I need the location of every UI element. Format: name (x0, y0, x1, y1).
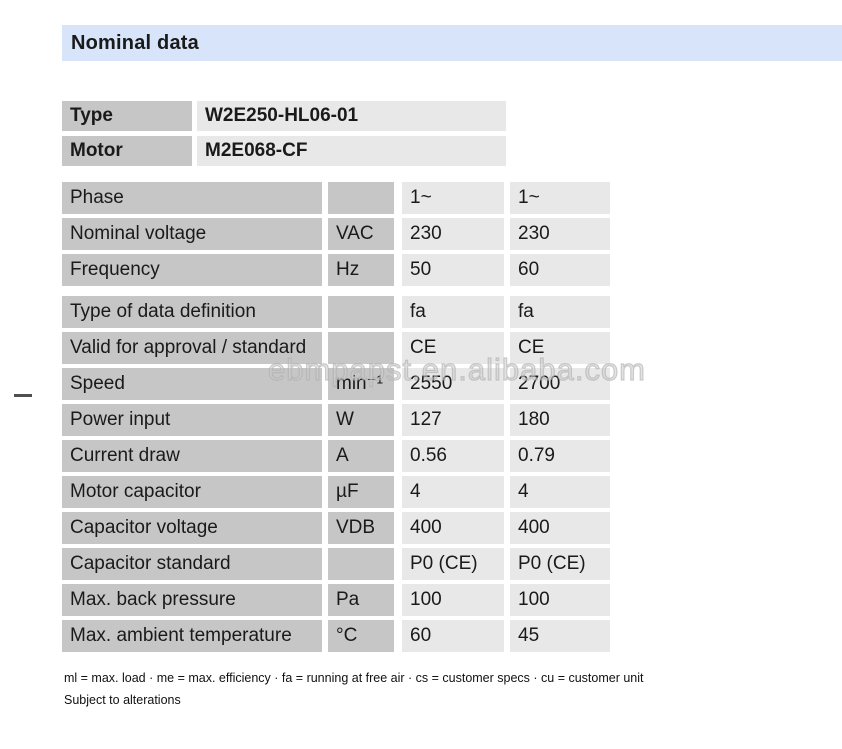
table-row: Valid for approval / standard CE CE (62, 332, 610, 364)
value-cell-2: 60 (510, 254, 610, 286)
parameter-cell: Current draw (62, 440, 322, 472)
value-cell-1: 4 (402, 476, 504, 508)
value-cell-1: P0 (CE) (402, 548, 504, 580)
unit-cell: min⁻¹ (328, 368, 394, 400)
value-cell-2: 100 (510, 584, 610, 616)
parameter-cell: Frequency (62, 254, 322, 286)
unit-cell: µF (328, 476, 394, 508)
unit-cell (328, 332, 394, 364)
value-cell-2: 1~ (510, 182, 610, 214)
unit-cell (328, 182, 394, 214)
info-label-cell: Motor (62, 136, 192, 166)
parameter-cell: Nominal voltage (62, 218, 322, 250)
spec-row-group: Phase 1~ 1~ Nominal voltage VAC 230 230 Frequen… (62, 182, 610, 286)
unit-cell: Hz (328, 254, 394, 286)
value-cell-1: 100 (402, 584, 504, 616)
value-cell-2: 400 (510, 512, 610, 544)
value-cell-1: fa (402, 296, 504, 328)
footnote-alterations: Subject to alterations (64, 693, 181, 707)
table-row: Speed min⁻¹ 2550 2700 (62, 368, 610, 400)
parameter-cell: Motor capacitor (62, 476, 322, 508)
parameter-cell: Capacitor standard (62, 548, 322, 580)
page-title: Nominal data (71, 32, 199, 54)
value-cell-2: 4 (510, 476, 610, 508)
parameter-cell: Max. ambient temperature (62, 620, 322, 652)
footnote: ml = max. load · me = max. efficiency · … (64, 671, 644, 715)
table-row: Frequency Hz 50 60 (62, 254, 610, 286)
value-cell-2: P0 (CE) (510, 548, 610, 580)
info-value-cell: W2E250-HL06-01 (197, 101, 506, 131)
value-cell-2: CE (510, 332, 610, 364)
parameter-cell: Max. back pressure (62, 584, 322, 616)
table-row: Max. back pressure Pa 100 100 (62, 584, 610, 616)
table-row: Nominal voltage VAC 230 230 (62, 218, 610, 250)
value-cell-1: 0.56 (402, 440, 504, 472)
unit-cell (328, 296, 394, 328)
value-cell-1: 127 (402, 404, 504, 436)
footnote-abbreviations: ml = max. load · me = max. efficiency · … (64, 671, 644, 685)
info-label-cell: Type (62, 101, 192, 131)
parameter-cell: Type of data definition (62, 296, 322, 328)
value-cell-1: 50 (402, 254, 504, 286)
parameter-cell: Phase (62, 182, 322, 214)
spec-row-group: Type of data definition fa fa Valid for app… (62, 296, 610, 652)
table-row: Current draw A 0.56 0.79 (62, 440, 610, 472)
value-cell-1: 60 (402, 620, 504, 652)
nominal-data-table: Phase 1~ 1~ Nominal voltage VAC 230 230 Frequen… (62, 182, 610, 656)
value-cell-1: 2550 (402, 368, 504, 400)
parameter-cell: Valid for approval / standard (62, 332, 322, 364)
type-motor-table: Type W2E250-HL06-01 Motor M2E068-CF (62, 101, 506, 171)
value-cell-2: 0.79 (510, 440, 610, 472)
section-title-band: Nominal data (62, 25, 842, 61)
unit-cell: W (328, 404, 394, 436)
table-row: Max. ambient temperature °C 60 45 (62, 620, 610, 652)
value-cell-1: 1~ (402, 182, 504, 214)
parameter-cell: Speed (62, 368, 322, 400)
value-cell-1: 400 (402, 512, 504, 544)
table-row: Motor capacitor µF 4 4 (62, 476, 610, 508)
parameter-cell: Power input (62, 404, 322, 436)
value-cell-2: 180 (510, 404, 610, 436)
parameter-cell: Capacitor voltage (62, 512, 322, 544)
value-cell-2: 230 (510, 218, 610, 250)
value-cell-2: fa (510, 296, 610, 328)
value-cell-2: 2700 (510, 368, 610, 400)
unit-cell: A (328, 440, 394, 472)
value-cell-1: 230 (402, 218, 504, 250)
info-value-cell: M2E068-CF (197, 136, 506, 166)
margin-dash (14, 394, 32, 397)
table-row: Capacitor voltage VDB 400 400 (62, 512, 610, 544)
table-row: Capacitor standard P0 (CE) P0 (CE) (62, 548, 610, 580)
value-cell-1: CE (402, 332, 504, 364)
table-row: Type W2E250-HL06-01 (62, 101, 506, 131)
table-row: Phase 1~ 1~ (62, 182, 610, 214)
value-cell-2: 45 (510, 620, 610, 652)
table-row: Motor M2E068-CF (62, 136, 506, 166)
table-row: Type of data definition fa fa (62, 296, 610, 328)
unit-cell: °C (328, 620, 394, 652)
unit-cell (328, 548, 394, 580)
unit-cell: VDB (328, 512, 394, 544)
unit-cell: Pa (328, 584, 394, 616)
unit-cell: VAC (328, 218, 394, 250)
table-row: Power input W 127 180 (62, 404, 610, 436)
